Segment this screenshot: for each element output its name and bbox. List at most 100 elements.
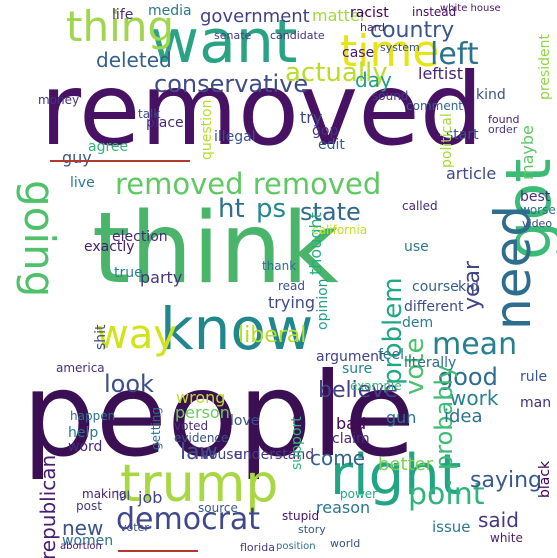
- word-maybe: maybe: [518, 125, 537, 180]
- word-position: position: [276, 541, 316, 552]
- word-party: party: [140, 268, 183, 287]
- word-lol: lol: [116, 489, 131, 503]
- word-think: think: [92, 192, 339, 306]
- word-women: women: [62, 533, 114, 549]
- word-trump: trump: [120, 454, 279, 514]
- word-job: job: [138, 488, 163, 507]
- word-gop: gop: [312, 123, 339, 139]
- word-thing: thing: [66, 2, 175, 51]
- word-sure: sure: [342, 361, 373, 377]
- word-people: people: [22, 348, 416, 483]
- word-said: said: [478, 508, 519, 532]
- word-going: going: [15, 180, 64, 298]
- word-shit: shit: [93, 324, 109, 350]
- word-article: article: [446, 164, 497, 183]
- word-problem: problem: [378, 277, 408, 385]
- word-issue: issue: [432, 518, 471, 536]
- word-election: election: [112, 229, 168, 245]
- word-candidate: candidate: [270, 29, 325, 42]
- word-understand: understand: [234, 447, 315, 463]
- word-senate: senate: [214, 29, 252, 42]
- word-law: law: [180, 440, 218, 465]
- word-mean: mean: [432, 327, 518, 362]
- word-house: house: [200, 447, 243, 463]
- word-order: order: [488, 123, 518, 136]
- word-money: money: [38, 93, 80, 107]
- word-called: called: [402, 199, 438, 213]
- word-president: president: [537, 34, 553, 100]
- word-happen: happen: [70, 409, 116, 423]
- word-love: love: [230, 413, 260, 429]
- word-exactly: exactly: [84, 239, 135, 255]
- word-actually: actually: [285, 58, 388, 88]
- word-try: try: [300, 108, 323, 127]
- word-opinion: opinion: [315, 278, 331, 330]
- word-claim: claim: [332, 431, 370, 447]
- underline-mark-bottom: [118, 550, 198, 552]
- word-political: political: [439, 113, 455, 168]
- word-saying: saying: [470, 468, 542, 493]
- word-system: system: [380, 41, 420, 54]
- word-thank: thank: [262, 259, 297, 273]
- word-abortion: abortion: [60, 541, 102, 552]
- word-literally: literally: [404, 355, 457, 371]
- word-time: time: [340, 26, 440, 77]
- word-obama: wrong: [176, 388, 226, 407]
- word-illegal: illegal: [214, 129, 256, 145]
- word-racist: racist: [350, 5, 389, 21]
- word-white-house: white house: [440, 3, 501, 14]
- word-help: help: [68, 425, 99, 441]
- word-good: good: [438, 363, 498, 391]
- word-trying: trying: [268, 293, 316, 312]
- word-instead: instead: [412, 5, 457, 19]
- word-reason: reason: [316, 498, 371, 517]
- word-dem: dem: [402, 315, 434, 331]
- word-getting: getting: [149, 407, 163, 450]
- word-agree: agree: [88, 139, 129, 155]
- word-live: live: [70, 175, 95, 191]
- word-evidence: evidence: [174, 431, 229, 445]
- word-kid: kid: [458, 279, 479, 295]
- word-case: case: [342, 45, 375, 61]
- word-person: person: [175, 403, 230, 422]
- word-world: world: [330, 537, 361, 550]
- word-voted: voted: [174, 419, 209, 433]
- word-conservative: conservative: [154, 70, 309, 98]
- word-kind: kind: [476, 87, 506, 103]
- word-know: know: [160, 295, 314, 363]
- word-country: country: [370, 18, 455, 43]
- word-hard: hard: [360, 21, 386, 34]
- word-feel: feel: [378, 347, 405, 363]
- word-america: america: [56, 361, 105, 375]
- word-removed-removed: removed removed: [115, 167, 382, 201]
- word-rule: rule: [520, 369, 548, 385]
- word-work: work: [450, 386, 499, 410]
- word-story: story: [298, 523, 326, 536]
- word-use: use: [404, 239, 429, 255]
- word-california: california: [312, 223, 368, 237]
- word-believe: believe: [318, 378, 398, 403]
- word-man: man: [520, 395, 552, 411]
- word-course: course: [412, 279, 459, 295]
- word-bad: bad: [336, 414, 367, 433]
- word-media: media: [148, 3, 192, 19]
- word-thought: thought: [306, 212, 325, 275]
- word-florida: florida: [240, 541, 275, 554]
- word-idea: idea: [444, 406, 483, 427]
- word-state: state: [300, 198, 361, 226]
- word-word: word: [68, 439, 103, 455]
- word-republican: republican: [36, 454, 60, 558]
- word-read: read: [278, 279, 306, 293]
- word-liberal: liberal: [238, 323, 307, 348]
- word-voter: voter: [120, 521, 149, 534]
- word-matter: matter: [312, 6, 367, 25]
- underline-mark-top: [50, 160, 190, 162]
- word-question: question: [199, 99, 215, 160]
- word-example: example: [350, 379, 402, 393]
- word-stupid: stupid: [282, 509, 320, 523]
- word-start: start: [446, 127, 479, 143]
- word-democrat: democrat: [116, 502, 261, 537]
- word-argument: argument: [316, 349, 385, 365]
- word-place: place: [146, 115, 184, 131]
